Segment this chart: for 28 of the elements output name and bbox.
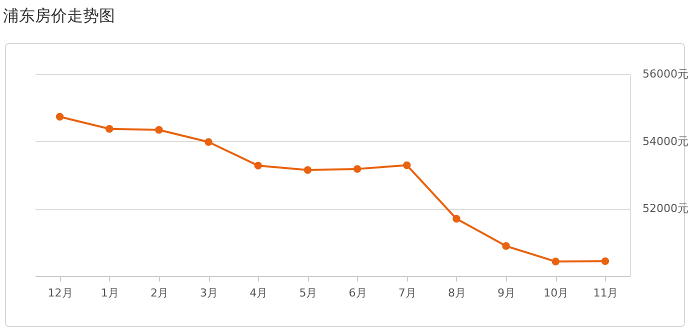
x-tick-label: 11月 (593, 286, 618, 300)
point (155, 126, 163, 134)
point (304, 166, 312, 174)
x-tick-label: 7月 (398, 286, 416, 300)
x-tick-label: 12月 (48, 286, 73, 300)
y-tick-label: 52000元 (642, 202, 688, 216)
y-tick-label: 56000元 (642, 68, 688, 80)
x-tick-label: 6月 (348, 286, 367, 300)
x-tick-label: 5月 (299, 286, 318, 300)
point (106, 125, 114, 133)
point (353, 165, 362, 173)
x-tick-label: 2月 (150, 286, 168, 300)
point (204, 138, 212, 146)
point (254, 162, 262, 170)
x-tick-label: 8月 (448, 286, 466, 300)
x-tick-label: 1月 (100, 286, 119, 300)
x-tick-label: 4月 (250, 286, 268, 300)
point (403, 161, 411, 170)
x-tick-label: 10月 (544, 286, 569, 300)
x-tick-label: 9月 (498, 286, 516, 300)
chart-title: 浦东房价走势图 (3, 6, 115, 25)
x-tick-label: 3月 (200, 286, 218, 300)
point (601, 257, 610, 266)
y-tick-label: 54000元 (642, 134, 688, 148)
point (452, 214, 460, 223)
point (552, 258, 560, 266)
point (56, 112, 64, 121)
point (502, 242, 510, 250)
